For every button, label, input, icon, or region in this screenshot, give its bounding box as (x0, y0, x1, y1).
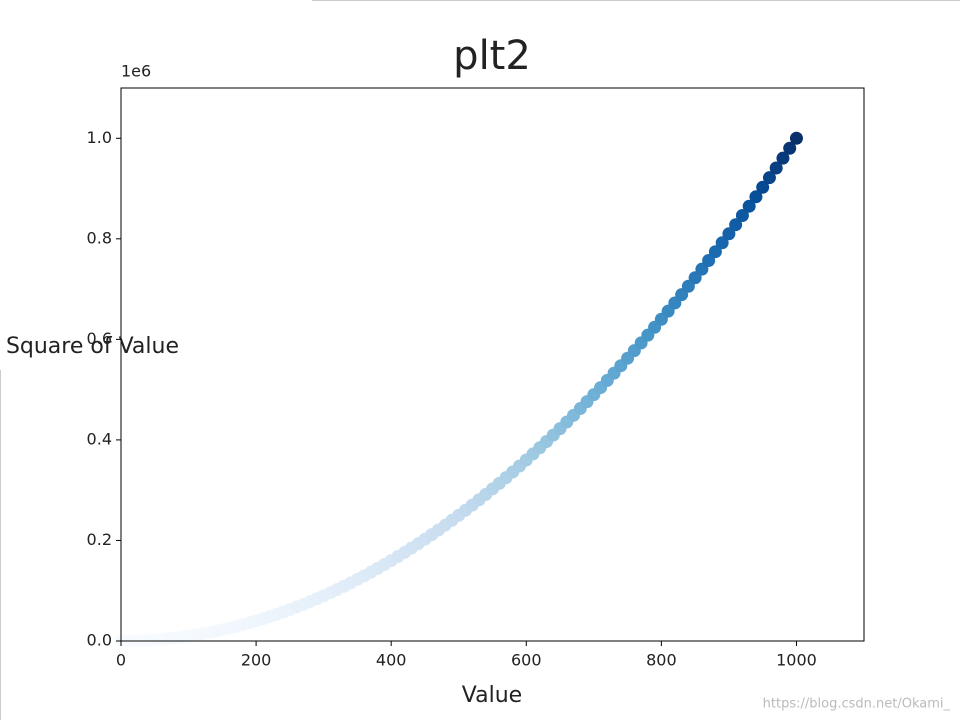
axes-frame (120, 87, 865, 642)
point (776, 151, 790, 165)
y-offset-label: 1e6 (121, 62, 151, 81)
point (702, 253, 716, 267)
point (735, 208, 749, 222)
y-axis-label: Square of Value (6, 334, 179, 359)
y-tick-label: 0.4 (87, 429, 112, 448)
y-tick-label: 0.8 (87, 228, 112, 247)
point (715, 236, 729, 250)
y-tick-label: 1.0 (87, 128, 112, 147)
point (722, 227, 736, 241)
point (749, 190, 763, 204)
x-tick-label: 0 (116, 651, 126, 670)
y-tick-label: 0.6 (87, 329, 112, 348)
x-tick-label: 600 (511, 651, 542, 670)
point (789, 131, 803, 145)
x-tick-label: 1000 (776, 651, 817, 670)
point (756, 180, 770, 194)
x-tick-label: 400 (376, 651, 407, 670)
x-axis-label: Value (462, 683, 522, 708)
y-tick-label: 0.0 (87, 631, 112, 650)
x-tick-label: 200 (241, 651, 272, 670)
x-tick-label: 800 (646, 651, 677, 670)
y-tick-label: 0.2 (87, 530, 112, 549)
point (729, 218, 743, 232)
point (708, 245, 722, 259)
chart-title: plt2 (453, 33, 531, 79)
watermark: https://blog.csdn.net/Okami_ (763, 697, 951, 712)
point (742, 199, 756, 213)
point (769, 161, 783, 175)
point (762, 171, 776, 185)
point (783, 141, 797, 155)
